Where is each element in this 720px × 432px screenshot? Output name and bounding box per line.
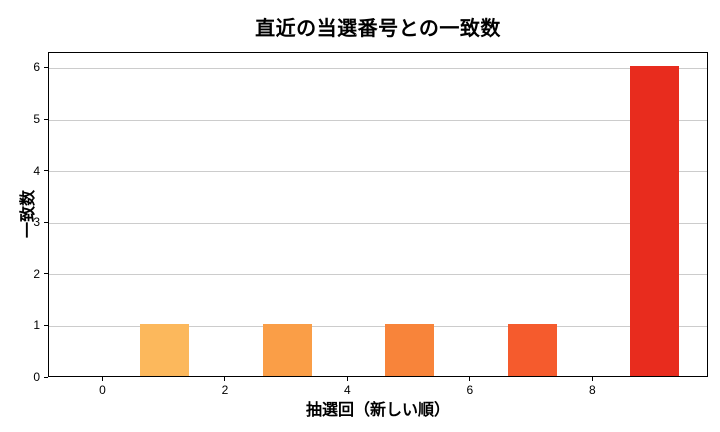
gridline (49, 171, 707, 173)
y-tick-label: 2 (33, 266, 40, 281)
x-tick-mark (469, 377, 471, 381)
y-tick-mark (44, 118, 48, 120)
y-tick-mark (44, 221, 48, 223)
bar (262, 324, 312, 376)
bar (385, 324, 435, 376)
y-tick-mark (44, 66, 48, 68)
y-axis-label: 一致数 (20, 189, 37, 239)
y-tick-mark (44, 376, 48, 378)
bar (630, 66, 679, 376)
gridline (49, 119, 707, 121)
bar (140, 324, 190, 376)
y-tick-label: 0 (33, 370, 40, 384)
y-tick-mark (44, 170, 48, 172)
y-tick-label: 3 (33, 215, 40, 230)
bar (507, 324, 557, 376)
x-tick-mark (101, 377, 103, 381)
x-tick-mark (591, 377, 593, 381)
y-tick-label: 1 (33, 318, 40, 333)
gridline (49, 222, 707, 224)
x-tick-label: 8 (588, 383, 596, 397)
x-tick-label: 2 (221, 383, 229, 397)
y-tick-mark (44, 324, 48, 326)
x-tick-mark (224, 377, 226, 381)
x-tick-label: 6 (466, 383, 474, 397)
gridline (49, 67, 707, 69)
y-tick-label: 5 (33, 112, 40, 127)
x-tick-mark (346, 377, 348, 381)
chart-title: 直近の当選番号との一致数 (255, 18, 501, 40)
y-tick-label: 4 (33, 163, 40, 178)
y-tick-label: 6 (33, 60, 40, 75)
x-axis-label: 抽選回（新しい順） (305, 402, 450, 419)
y-tick-mark (44, 273, 48, 275)
gridline (49, 325, 707, 327)
x-tick-label: 0 (99, 383, 106, 397)
gridline (49, 274, 707, 276)
x-tick-label: 4 (344, 383, 351, 397)
plot-area (48, 52, 708, 377)
